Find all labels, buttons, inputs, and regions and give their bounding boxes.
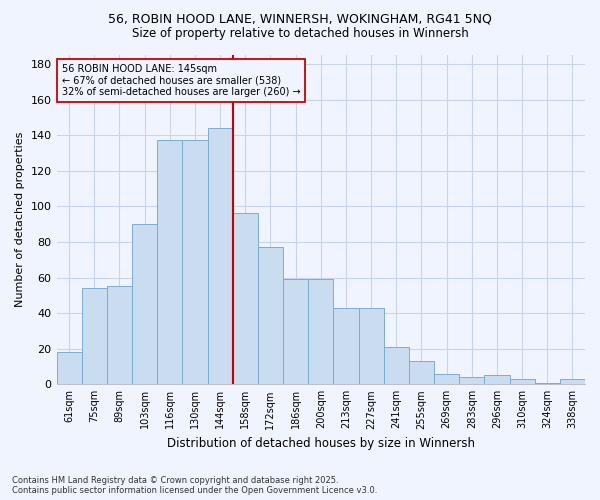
Y-axis label: Number of detached properties: Number of detached properties [15, 132, 25, 308]
Bar [434, 374, 459, 384]
Bar [409, 361, 434, 384]
Bar [56, 352, 82, 384]
Text: 56, ROBIN HOOD LANE, WINNERSH, WOKINGHAM, RG41 5NQ: 56, ROBIN HOOD LANE, WINNERSH, WOKINGHAM… [108, 12, 492, 26]
Bar [459, 377, 484, 384]
Bar [258, 247, 283, 384]
Text: Size of property relative to detached houses in Winnersh: Size of property relative to detached ho… [131, 28, 469, 40]
Bar [359, 308, 383, 384]
Bar [334, 308, 359, 384]
Bar [233, 214, 258, 384]
Bar [535, 382, 560, 384]
Bar [82, 288, 107, 384]
Text: Contains HM Land Registry data © Crown copyright and database right 2025.
Contai: Contains HM Land Registry data © Crown c… [12, 476, 377, 495]
Bar [182, 140, 208, 384]
X-axis label: Distribution of detached houses by size in Winnersh: Distribution of detached houses by size … [167, 437, 475, 450]
Bar [157, 140, 182, 384]
Bar [383, 347, 409, 385]
Bar [283, 280, 308, 384]
Bar [509, 379, 535, 384]
Bar [308, 280, 334, 384]
Text: 56 ROBIN HOOD LANE: 145sqm
← 67% of detached houses are smaller (538)
32% of sem: 56 ROBIN HOOD LANE: 145sqm ← 67% of deta… [62, 64, 300, 97]
Bar [208, 128, 233, 384]
Bar [484, 376, 509, 384]
Bar [132, 224, 157, 384]
Bar [107, 286, 132, 384]
Bar [560, 379, 585, 384]
